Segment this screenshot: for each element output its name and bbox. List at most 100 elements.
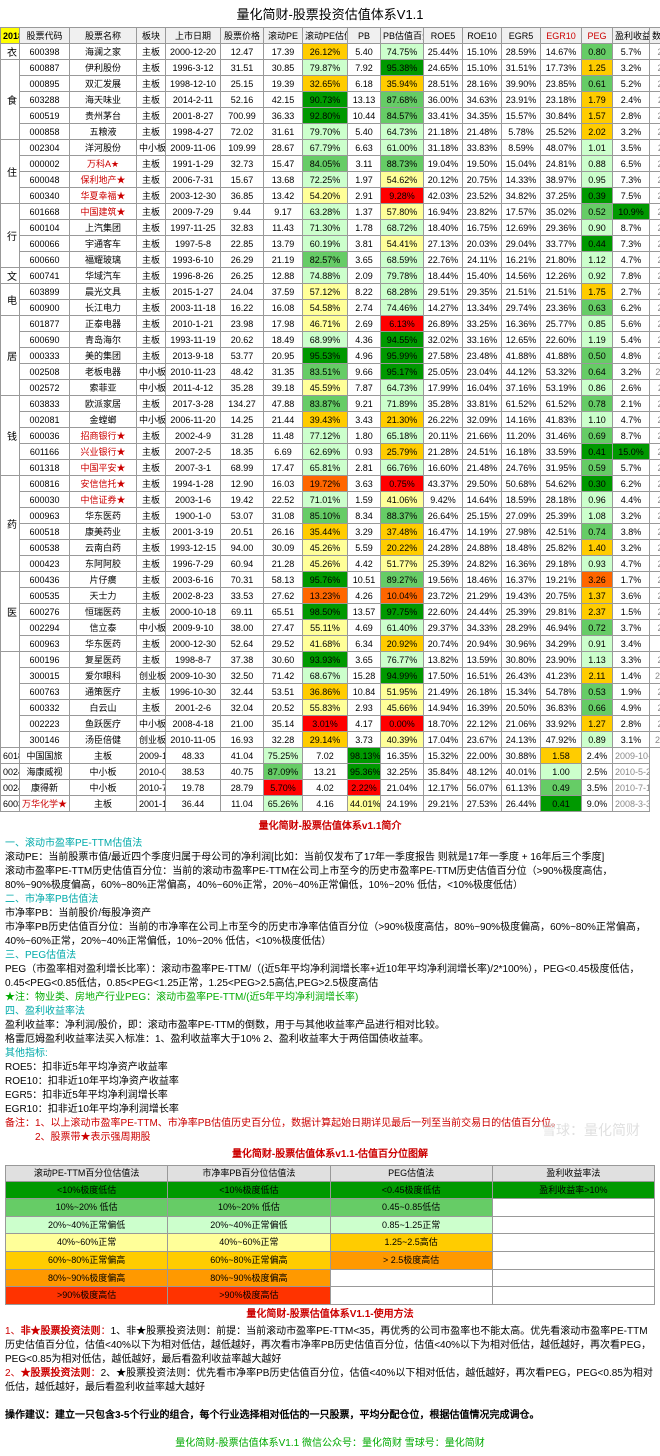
data-cell: 20.74% (424, 636, 463, 652)
data-cell: 36.33 (264, 108, 303, 124)
data-cell: 22.12% (463, 716, 502, 732)
data-cell: 15.57% (502, 108, 541, 124)
data-cell: 2011-4-12 (650, 380, 660, 396)
data-cell: 27.47 (264, 620, 303, 636)
data-cell: 002294 (20, 620, 70, 636)
data-cell: 32.09% (463, 412, 502, 428)
data-cell: 93.93% (303, 652, 348, 668)
data-cell: 1.57 (582, 108, 613, 124)
data-cell: 0.49 (541, 780, 582, 796)
category-cell: 文 (1, 268, 20, 284)
data-cell: 1997-5-8 (166, 236, 221, 252)
data-cell: 40.39% (381, 732, 424, 748)
data-cell: 45.26% (303, 540, 348, 556)
data-cell: 25.05% (424, 364, 463, 380)
data-cell: 53.51 (264, 684, 303, 700)
data-cell: 30.84% (541, 108, 582, 124)
data-cell: 44.01% (348, 796, 381, 812)
data-cell: 31.28 (221, 428, 264, 444)
data-cell: 700.99 (221, 108, 264, 124)
data-cell: 28.79 (221, 780, 264, 796)
legend-cell: 80%~90%极度偏高 (168, 1269, 330, 1287)
data-cell: 2.91 (348, 188, 381, 204)
data-cell: 38.97% (541, 172, 582, 188)
data-cell: 51.77% (381, 556, 424, 572)
data-cell: 45.59% (303, 380, 348, 396)
data-cell: 21.00 (221, 716, 264, 732)
data-cell: 134.27 (221, 396, 264, 412)
col-header: 股票代码 (20, 28, 70, 44)
category-cell: 住 (1, 140, 20, 204)
data-cell: 2008-3-31 (650, 652, 660, 668)
data-cell: 47.92% (541, 732, 582, 748)
data-cell: 61.40% (381, 620, 424, 636)
data-cell: 中小板 (137, 140, 166, 156)
data-cell: 68.67% (303, 668, 348, 684)
usage-title: 量化简财-股票估值体系V1.1-使用方法 (5, 1308, 655, 1322)
data-cell: 13.13 (348, 92, 381, 108)
data-cell: 31.95% (541, 460, 582, 476)
data-cell: 15.47 (264, 156, 303, 172)
data-cell: 0.96 (582, 492, 613, 508)
data-cell: 97.75% (381, 604, 424, 620)
data-cell: 62.69% (303, 444, 348, 460)
data-cell: 12.65% (502, 332, 541, 348)
data-cell: 34.35% (463, 108, 502, 124)
data-cell: 26.12% (303, 44, 348, 60)
data-cell: 3.2% (613, 364, 650, 380)
data-cell: 主板 (137, 588, 166, 604)
data-cell: 61.13% (502, 780, 541, 796)
data-cell: 600066 (20, 236, 70, 252)
data-cell: 2008-3-31 (650, 236, 660, 252)
data-cell: 22.00% (463, 748, 502, 764)
data-cell: 51.95% (381, 684, 424, 700)
data-cell: 19.04% (424, 156, 463, 172)
data-cell: 2.69 (348, 316, 381, 332)
data-cell: 2003-11-18 (166, 300, 221, 316)
data-cell: 1.75 (582, 284, 613, 300)
data-cell: 1991-1-29 (166, 156, 221, 172)
data-cell: 84.57% (381, 108, 424, 124)
data-cell: 5.7% (613, 44, 650, 60)
other-title: 其他指标: (5, 1047, 655, 1061)
data-cell: 康美药业 (70, 524, 137, 540)
data-cell: 10.51 (348, 572, 381, 588)
data-cell: 603899 (20, 284, 70, 300)
data-cell: 19.39 (264, 76, 303, 92)
data-cell: 2009-10-30 (166, 668, 221, 684)
data-cell: 98.13% (348, 748, 381, 764)
data-cell: 48.33 (166, 748, 221, 764)
data-cell: 12.88 (264, 268, 303, 284)
data-cell: 16.35% (381, 748, 424, 764)
data-cell: 35.44% (303, 524, 348, 540)
data-cell: 15.10% (463, 44, 502, 60)
data-cell: 600436 (20, 572, 70, 588)
data-cell: 4.7% (613, 556, 650, 572)
data-cell: 0.95 (582, 172, 613, 188)
data-cell: 79.78% (381, 268, 424, 284)
data-cell: 1.01 (582, 140, 613, 156)
data-cell: 25.52% (541, 124, 582, 140)
data-cell: 98.50% (303, 604, 348, 620)
data-cell: 0.93 (582, 556, 613, 572)
data-cell: 2009-11-06 (166, 140, 221, 156)
data-cell: 0.85 (582, 316, 613, 332)
data-cell: 29.36% (541, 220, 582, 236)
data-cell: 片仔癀 (70, 572, 137, 588)
data-cell: 35.28 (221, 380, 264, 396)
data-cell: 2009-9-10 (166, 620, 221, 636)
data-cell: 4.4% (613, 492, 650, 508)
data-cell: 40.75 (221, 764, 264, 780)
data-cell: 18.48% (502, 540, 541, 556)
category-cell: 食 (1, 60, 20, 140)
data-cell: 华东医药 (70, 636, 137, 652)
data-cell: 2.5% (582, 764, 613, 780)
data-cell: 18.70% (424, 716, 463, 732)
legend-cell: <10%极度低估 (168, 1181, 330, 1199)
data-cell: 1.9% (613, 684, 650, 700)
data-cell: 9.44 (221, 204, 264, 220)
data-cell: 2009-9-10 (650, 620, 660, 636)
legend-cell: 40%~60%正常 (6, 1234, 168, 1252)
data-cell: 601888 (1, 748, 20, 764)
data-cell: 21.18% (424, 124, 463, 140)
